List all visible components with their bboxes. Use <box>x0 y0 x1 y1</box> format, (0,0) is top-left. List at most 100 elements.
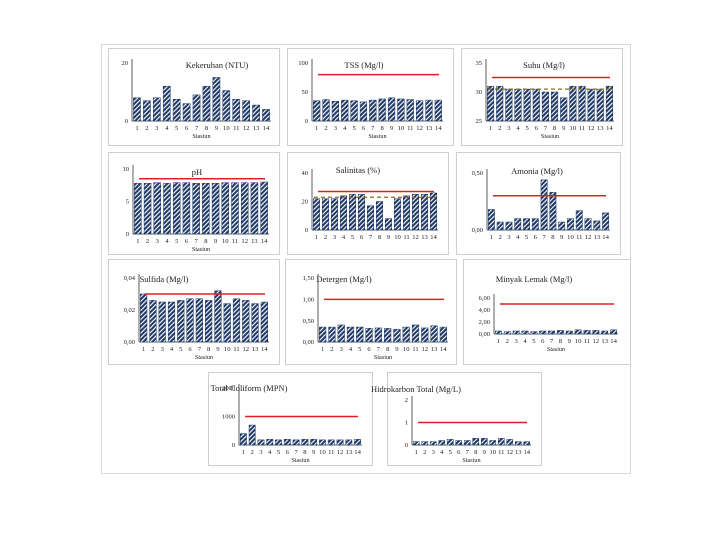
x-tick-label: 2 <box>498 125 501 132</box>
x-tick-label: 3 <box>259 449 263 456</box>
x-tick-label: 6 <box>360 234 364 241</box>
x-tick-label: 1 <box>242 449 245 456</box>
x-tick-label: 5 <box>352 125 356 132</box>
x-tick-label: 3 <box>340 346 344 353</box>
bar <box>223 303 231 343</box>
y-tick-label: 0,00 <box>472 227 483 234</box>
x-tick-label: 13 <box>252 346 259 353</box>
bar <box>313 100 321 122</box>
x-tick-label: 11 <box>232 238 238 245</box>
x-axis-label: Stasiun <box>541 133 559 140</box>
bar <box>232 99 241 122</box>
x-tick-label: 4 <box>523 338 527 345</box>
bar <box>556 330 564 335</box>
x-tick-label: 10 <box>223 125 230 132</box>
bar <box>222 90 231 122</box>
x-tick-label: 2 <box>506 338 509 345</box>
y-tick-label: 0 <box>232 442 235 449</box>
x-tick-label: 2 <box>324 125 327 132</box>
x-tick-label: 9 <box>387 234 391 241</box>
x-tick-label: 9 <box>312 449 316 456</box>
x-tick-label: 1 <box>315 234 318 241</box>
x-tick-label: 1 <box>489 125 492 132</box>
bar <box>192 183 200 235</box>
y-tick-label: 0,00 <box>303 339 314 346</box>
bar <box>260 301 268 343</box>
bar <box>480 438 488 446</box>
y-tick-label: 0,04 <box>124 275 136 282</box>
x-tick-label: 6 <box>534 234 538 241</box>
bar <box>250 182 259 235</box>
bar <box>610 329 618 335</box>
bar <box>430 192 437 231</box>
x-tick-label: 10 <box>570 125 577 132</box>
bar <box>574 329 582 335</box>
chart-title: Minyak Lemak (Mg/l) <box>496 274 573 284</box>
bar <box>496 85 504 122</box>
bar <box>402 326 410 343</box>
x-tick-label: 13 <box>346 449 353 456</box>
bar <box>514 218 522 231</box>
bar <box>541 91 549 122</box>
x-tick-label: 7 <box>550 338 554 345</box>
x-tick-label: 3 <box>155 125 159 132</box>
y-tick-label: 25 <box>476 118 483 125</box>
x-axis-label: Stasiun <box>547 346 565 353</box>
bar <box>328 326 336 343</box>
x-tick-label: 3 <box>333 234 337 241</box>
x-tick-label: 5 <box>175 125 179 132</box>
bar <box>195 298 203 343</box>
bar <box>143 100 151 122</box>
x-tick-label: 2 <box>145 125 148 132</box>
bar <box>455 440 463 446</box>
x-tick-label: 7 <box>542 234 546 241</box>
bar <box>551 91 559 122</box>
bar <box>385 218 392 231</box>
bar <box>593 220 601 231</box>
x-tick-label: 12 <box>588 125 595 132</box>
x-tick-label: 11 <box>579 125 585 132</box>
x-tick-label: 12 <box>337 449 344 456</box>
bar <box>301 439 309 446</box>
x-tick-label: 14 <box>261 346 268 353</box>
x-tick-label: 5 <box>175 238 179 245</box>
bar <box>549 192 557 231</box>
bar <box>487 209 495 231</box>
x-tick-label: 6 <box>185 238 189 245</box>
x-tick-label: 13 <box>426 125 433 132</box>
x-tick-label: 11 <box>576 234 582 241</box>
x-tick-label: 12 <box>416 125 423 132</box>
bar <box>337 324 345 343</box>
bar <box>340 195 347 231</box>
x-tick-label: 14 <box>263 125 270 132</box>
bar <box>365 328 373 343</box>
bar <box>192 94 201 122</box>
bar <box>260 181 268 235</box>
x-tick-label: 13 <box>421 234 428 241</box>
x-tick-label: 5 <box>351 234 355 241</box>
bar <box>163 183 171 235</box>
bar <box>403 195 410 231</box>
bar <box>143 183 152 235</box>
bar <box>158 301 166 343</box>
bar <box>421 327 429 343</box>
x-tick-label: 10 <box>224 346 231 353</box>
x-tick-label: 5 <box>525 125 529 132</box>
bar <box>349 194 356 231</box>
chart-tss: TSS (Mg/l) 0 50 100 1 2 3 4 5 6 7 8 9 10 11 12 13 14 Stasi… <box>287 48 454 146</box>
y-tick-label: 0 <box>405 442 408 449</box>
y-tick-label: 35 <box>476 60 483 67</box>
x-tick-label: 9 <box>390 125 394 132</box>
x-tick-label: 11 <box>412 346 418 353</box>
bar <box>532 88 540 122</box>
bar <box>575 210 583 231</box>
bar <box>310 439 318 446</box>
x-tick-label: 6 <box>535 125 539 132</box>
bar <box>341 99 349 122</box>
bar <box>186 298 194 343</box>
chart-kekeruhan: Kekeruhan (NTU) 0 20 1 2 3 4 5 6 7 8 9 10 11 12 13 14 Sta… <box>108 48 280 146</box>
bar <box>421 194 428 231</box>
bar <box>283 439 291 446</box>
x-tick-label: 4 <box>516 125 520 132</box>
x-tick-label: 4 <box>268 449 272 456</box>
